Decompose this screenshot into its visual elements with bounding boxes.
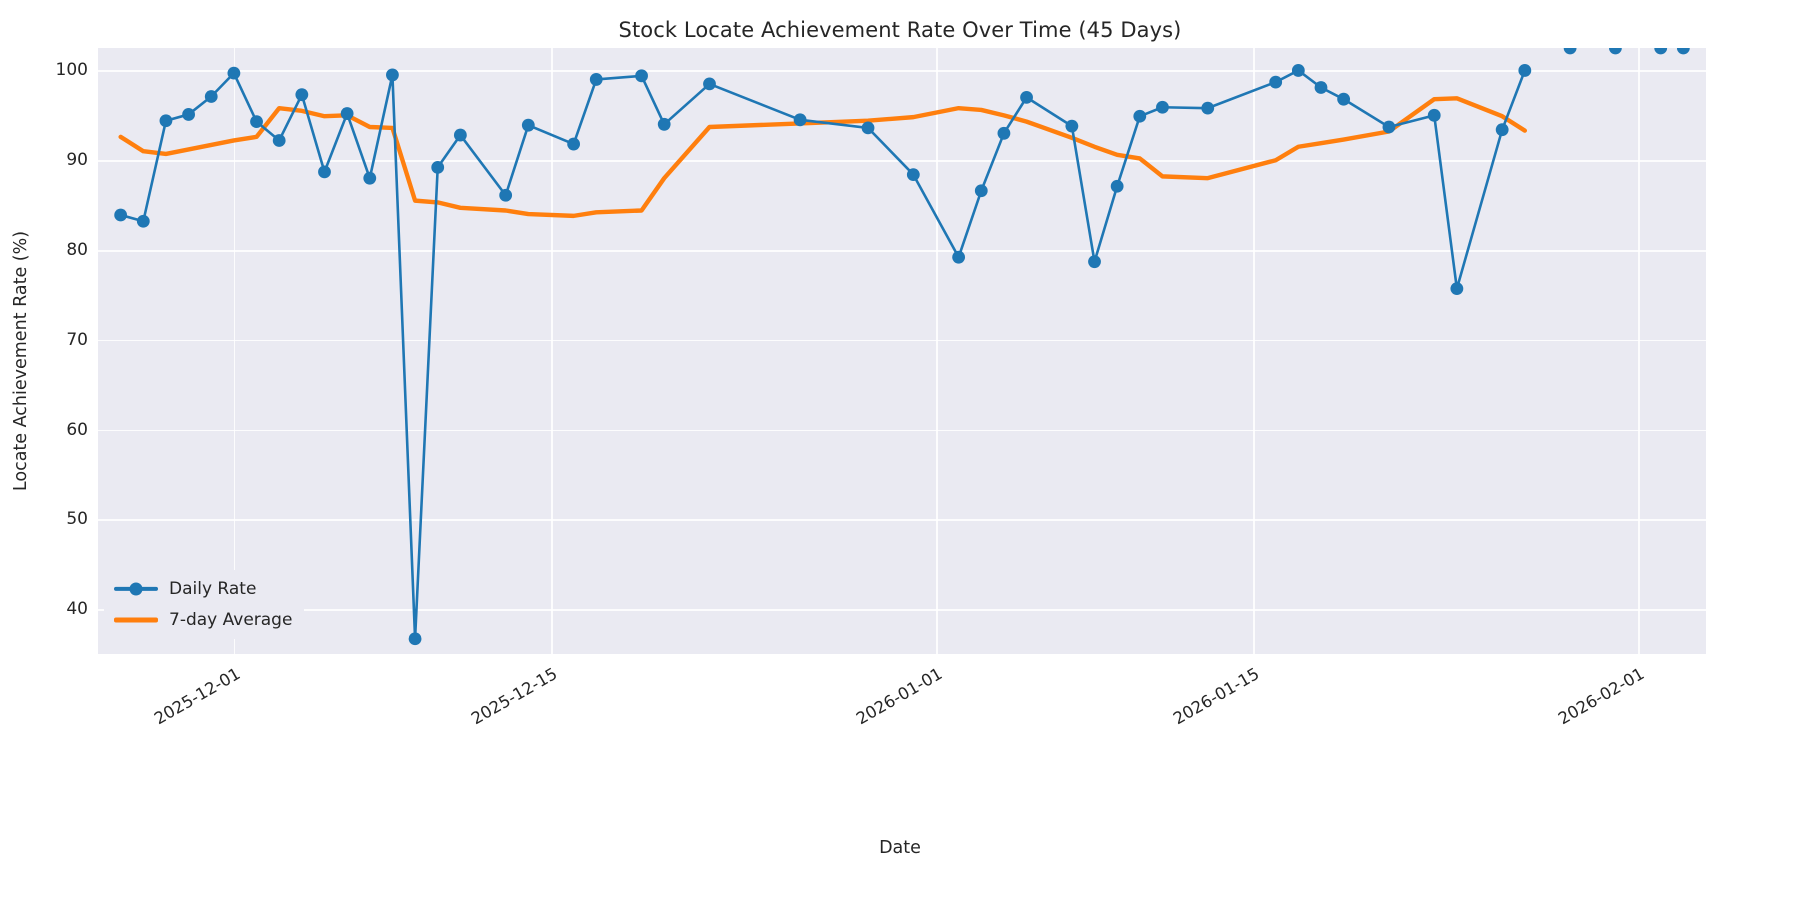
data-point [318, 165, 331, 179]
data-point [1133, 109, 1147, 123]
data-point [1518, 64, 1532, 77]
data-point [386, 68, 399, 82]
y-axis-label: Locate Achievement Rate (%) [11, 230, 31, 492]
legend-swatch-daily-rate [114, 582, 158, 596]
data-point [1020, 90, 1033, 104]
legend-marker-icon [129, 582, 143, 596]
legend-label-daily-rate: Daily Rate [169, 579, 257, 599]
data-point [1088, 255, 1101, 269]
data-point [906, 168, 920, 181]
chart-title: Stock Locate Achievement Rate Over Time … [618, 18, 1182, 42]
data-point [793, 113, 807, 127]
data-point [1450, 282, 1464, 295]
legend-item-7-day-average[interactable]: 7-day Average [114, 609, 292, 631]
legend-line-icon [114, 617, 158, 623]
data-point [1269, 75, 1283, 89]
data-point [340, 107, 354, 120]
legend-swatch-7-day-average [114, 613, 158, 627]
data-point [499, 188, 513, 202]
legend-label-7-day-average: 7-day Average [169, 610, 293, 630]
data-point [567, 137, 581, 151]
data-point [1382, 120, 1396, 134]
gridline-horizontal [98, 250, 1706, 252]
data-point [295, 88, 309, 102]
data-point [521, 118, 535, 132]
data-point [1065, 119, 1079, 133]
data-point [1676, 48, 1690, 55]
data-point [136, 214, 150, 228]
gridline-vertical [233, 48, 236, 654]
data-point [1201, 101, 1215, 115]
data-point [1563, 48, 1577, 55]
x-axis-ticks: 2025-12-01 2025-12-15 2026-01-01 2026-01-15… [0, 664, 1800, 824]
data-point [182, 108, 195, 121]
series-line-daily-rate [119, 69, 1527, 641]
data-point [159, 114, 173, 128]
data-point [1609, 48, 1622, 55]
data-point [589, 73, 603, 86]
gridline-horizontal [98, 609, 1706, 611]
y-axis-tick-label: 90 [66, 150, 88, 171]
x-axis-tick-label: 2026-01-01 [852, 664, 946, 729]
gridline-horizontal [98, 70, 1706, 72]
data-point [1337, 92, 1351, 106]
data-point [227, 66, 241, 80]
plot-area [98, 48, 1706, 654]
gridline-horizontal [98, 429, 1706, 432]
y-axis-tick-label: 100 [55, 60, 88, 81]
series-layer [114, 48, 1690, 646]
data-point [997, 126, 1011, 140]
data-point [1291, 64, 1305, 77]
gridline-horizontal [98, 339, 1706, 342]
data-point [272, 134, 286, 147]
y-axis-tick-label: 80 [66, 240, 88, 260]
data-point [363, 171, 377, 185]
data-point [1427, 108, 1441, 122]
data-point [952, 250, 966, 264]
x-axis-tick-label: 2025-12-15 [467, 664, 561, 729]
data-point [1156, 100, 1169, 114]
x-axis-tick-label: 2025-12-01 [150, 664, 244, 729]
data-point [861, 121, 875, 135]
data-point [1314, 81, 1328, 94]
gridline-vertical [1253, 48, 1255, 654]
data-point [1654, 48, 1668, 55]
gridline-horizontal [98, 160, 1706, 162]
data-point [114, 208, 128, 222]
data-point [204, 90, 218, 103]
y-axis-tick-label: 50 [66, 509, 88, 530]
gridline-vertical [936, 48, 938, 654]
y-axis-tick-label: 70 [66, 329, 88, 350]
gridline-vertical [1638, 48, 1640, 654]
x-axis-label: Date [879, 838, 921, 858]
data-point [974, 184, 988, 198]
y-axis-tick-label: 40 [66, 599, 88, 620]
data-point [431, 161, 445, 174]
gridline-horizontal [98, 519, 1706, 521]
data-point [453, 128, 467, 142]
legend-item-daily-rate[interactable]: Daily Rate [114, 578, 292, 600]
data-point [250, 115, 263, 129]
data-point [1110, 179, 1124, 193]
data-point [1495, 123, 1509, 137]
x-axis-tick-label: 2026-02-01 [1555, 664, 1648, 729]
series-line-7-day-average [118, 96, 1528, 219]
data-point [635, 69, 648, 83]
data-point [703, 77, 716, 91]
data-point [408, 632, 422, 646]
chart-legend: Daily Rate 7-day Average [104, 570, 305, 639]
data-point [657, 117, 671, 131]
y-axis-tick-label: 60 [66, 419, 88, 440]
x-axis-tick-label: 2026-01-15 [1169, 664, 1263, 729]
gridline-vertical [551, 48, 553, 654]
